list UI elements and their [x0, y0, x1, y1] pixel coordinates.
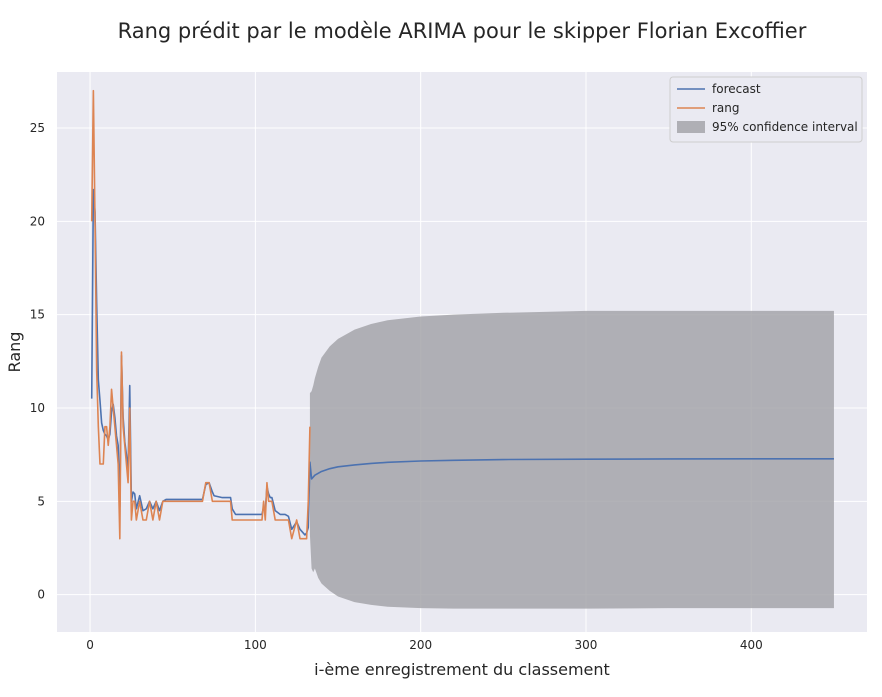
- x-axis-label: i-ème enregistrement du classement: [314, 660, 610, 679]
- legend-forecast-label: forecast: [712, 82, 761, 96]
- legend: forecast rang 95% confidence interval: [669, 76, 863, 143]
- legend-ci-swatch: [677, 121, 705, 133]
- y-tick-label: 0: [37, 588, 45, 602]
- chart-title: Rang prédit par le modèle ARIMA pour le …: [118, 19, 807, 43]
- x-tick-label: 100: [244, 638, 267, 652]
- series-layer: [90, 89, 834, 540]
- y-tick-label: 15: [30, 308, 45, 322]
- y-tick-label: 10: [30, 401, 45, 415]
- x-tick-label: 300: [575, 638, 598, 652]
- y-axis-label: Rang: [5, 332, 24, 373]
- y-tick-label: 25: [30, 121, 45, 135]
- y-tick-label: 5: [37, 494, 45, 508]
- legend-box: [669, 76, 863, 143]
- x-tick-label: 200: [409, 638, 432, 652]
- series-line-rang: [90, 89, 311, 540]
- x-tick-label: 400: [740, 638, 763, 652]
- tick-labels: 0 100 200 300 400 0 5 10 15 20 25: [30, 121, 763, 652]
- legend-rang-label: rang: [712, 101, 740, 115]
- legend-ci-label: 95% confidence interval: [712, 120, 858, 134]
- x-tick-label: 0: [86, 638, 94, 652]
- y-tick-label: 20: [30, 214, 45, 228]
